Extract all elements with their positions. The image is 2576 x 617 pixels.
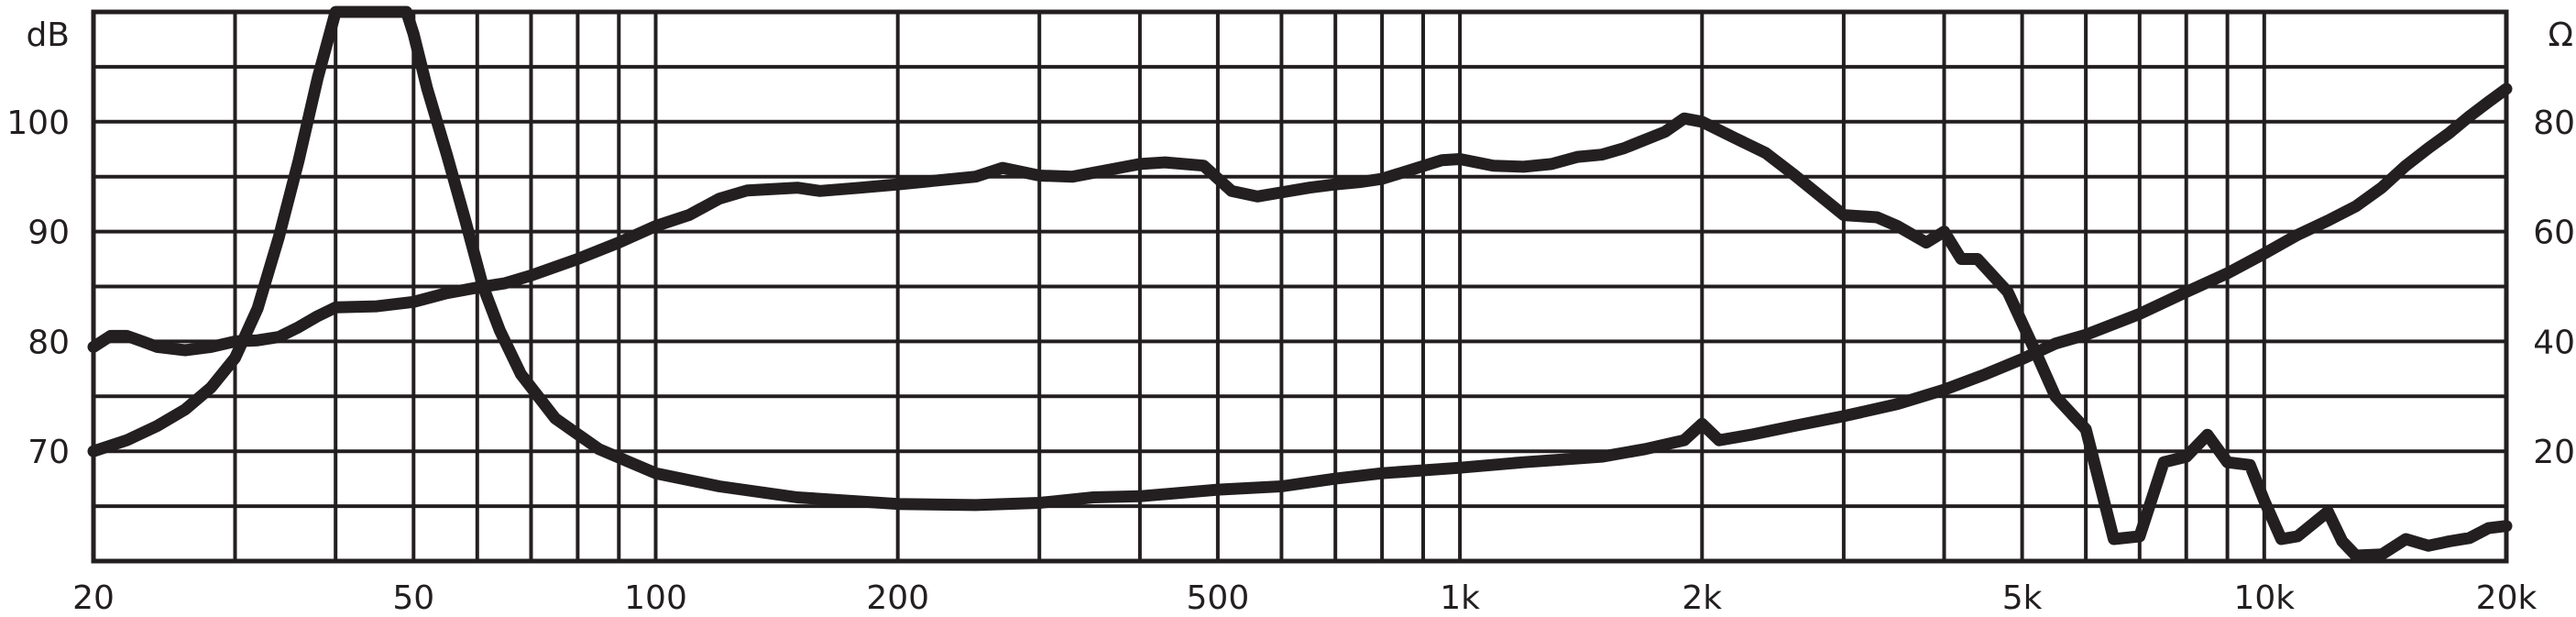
right-y-tick-label: 80 <box>2533 105 2575 142</box>
left-y-tick-label: 100 <box>6 105 70 142</box>
x-tick-label: 100 <box>624 579 687 617</box>
left-y-tick-label: 90 <box>27 215 70 252</box>
right-y-tick-label: 40 <box>2533 324 2575 361</box>
right-y-tick-label: 60 <box>2533 215 2575 252</box>
x-tick-label: 20k <box>2476 579 2538 617</box>
x-tick-label: 500 <box>1187 579 1250 617</box>
curves <box>87 6 2513 562</box>
spl-curve <box>87 6 2513 512</box>
x-tick-label: 1k <box>1440 579 1480 617</box>
left-axis-unit-label: dB <box>26 17 70 54</box>
right-y-tick-label: 20 <box>2533 434 2575 471</box>
left-y-tick-label: 70 <box>27 434 70 471</box>
x-tick-label: 2k <box>1682 579 1722 617</box>
right-axis-unit-label: Ω <box>2548 17 2573 54</box>
left-y-tick-label: 80 <box>27 324 70 361</box>
impedance-curve <box>87 112 2513 562</box>
x-tick-label: 20 <box>72 579 115 617</box>
x-tick-label: 50 <box>392 579 434 617</box>
plot-frame <box>91 9 2509 564</box>
x-tick-label: 10k <box>2233 579 2295 617</box>
x-tick-label: 5k <box>2002 579 2043 617</box>
x-tick-label: 200 <box>866 579 929 617</box>
axis-labels: 20 50 100 200 500 1k 2k 5k 10k 20k 70 80 90 100 20 40 60… <box>6 17 2575 617</box>
